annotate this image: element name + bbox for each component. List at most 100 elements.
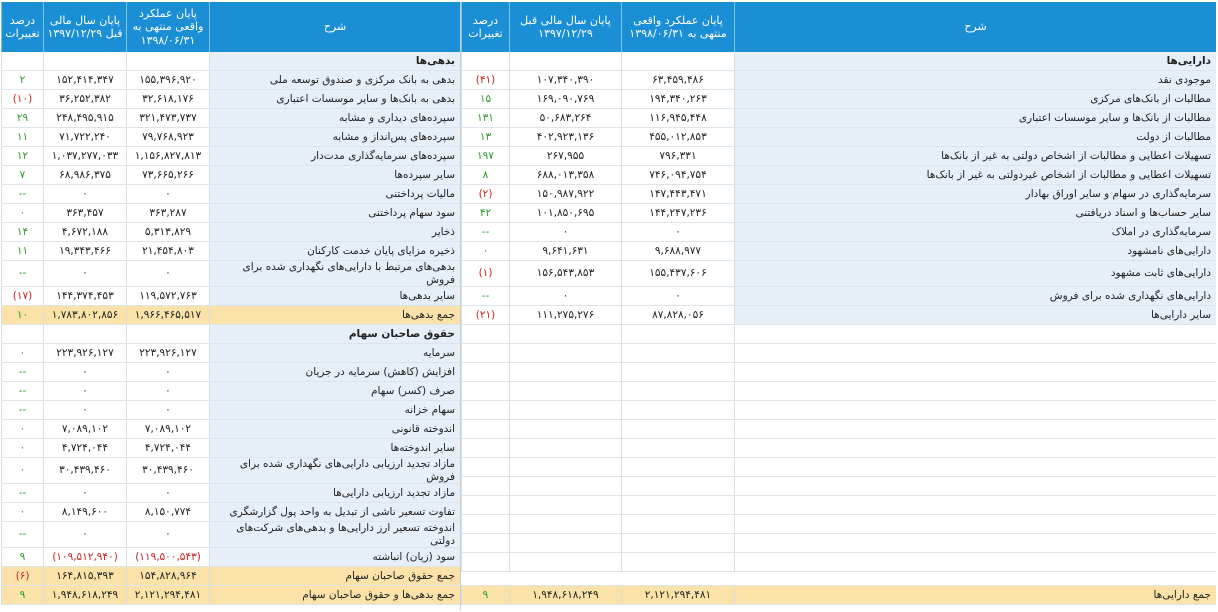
liabilities-row-pct <box>1 325 43 343</box>
empty-cell <box>621 553 734 571</box>
liabilities-row-pct <box>1 52 43 70</box>
table-row: اندوخته تسعیر ارز دارایی‌ها و بدهی‌های ش… <box>1 522 460 548</box>
assets-row-prev: ۱۵۰,۹۸۷,۹۲۲ <box>509 185 621 203</box>
assets-row-pct: ۸ <box>461 166 509 184</box>
liabilities-row-prev: ۰ <box>43 185 126 203</box>
empty-cell <box>461 553 509 571</box>
liabilities-row-pct: -- <box>1 261 43 286</box>
liabilities-row-pct: ۱۴ <box>1 223 43 241</box>
empty-cell <box>461 439 509 457</box>
empty-cell <box>621 496 734 514</box>
table-row: صرف (کسر) سهام ۰ ۰ -- <box>1 382 460 401</box>
liabilities-row-prev <box>43 52 126 70</box>
liabilities-row-pct: -- <box>1 401 43 419</box>
liabilities-row-pct: -- <box>1 185 43 203</box>
liabilities-row-desc: سایر اندوخته‌ها <box>209 439 460 457</box>
assets-row-desc: مطالبات از دولت <box>734 128 1216 146</box>
empty-cell <box>509 401 621 419</box>
empty-row <box>461 477 1216 496</box>
liabilities-current-header: پایان عملکرد واقعی منتهی به ۱۳۹۸/۰۶/۳۱ <box>126 2 209 52</box>
empty-cell <box>621 401 734 419</box>
liabilities-row-prev: ۰ <box>43 401 126 419</box>
table-row: ذخایر ۵,۳۱۳,۸۲۹ ۴,۶۷۲,۱۸۸ ۱۴ <box>1 223 460 242</box>
assets-row-current: ۸۷,۸۲۸,۰۵۶ <box>621 306 734 324</box>
assets-row-prev: ۰ <box>509 287 621 305</box>
liabilities-row-current: ۰ <box>126 261 209 286</box>
assets-row-current: ۶۳,۴۵۹,۴۸۶ <box>621 71 734 89</box>
liabilities-row-pct: ۱۰ <box>1 306 43 324</box>
assets-row-desc: جمع دارایی‌ها <box>734 586 1216 604</box>
table-row: موجودی نقد ۶۳,۴۵۹,۴۸۶ ۱۰۷,۳۴۰,۳۹۰ (۴۱) <box>461 71 1216 90</box>
table-row: سود سهام پرداختنی ۳۶۳,۲۸۷ ۳۶۳,۴۵۷ ۰ <box>1 204 460 223</box>
liabilities-row-desc: سود (زیان) انباشته <box>209 548 460 566</box>
liabilities-row-current: ۰ <box>126 363 209 381</box>
empty-row <box>461 420 1216 439</box>
empty-cell <box>734 458 1216 476</box>
liabilities-row-pct: ۰ <box>1 344 43 362</box>
assets-row-desc: تسهیلات اعطایی و مطالبات از اشخاص دولتی … <box>734 147 1216 165</box>
liabilities-row-current: ۰ <box>126 401 209 419</box>
liabilities-row-pct: ۰ <box>1 420 43 438</box>
assets-row-pct <box>461 52 509 70</box>
table-row: سایر اندوخته‌ها ۴,۷۲۴,۰۴۴ ۴,۷۲۴,۰۴۴ ۰ <box>1 439 460 458</box>
liabilities-row-current: ۷۳,۶۶۵,۲۶۶ <box>126 166 209 184</box>
liabilities-row-prev: ۰ <box>43 484 126 502</box>
empty-row <box>461 401 1216 420</box>
table-row: دارایی‌های نگهداری شده برای فروش ۰ ۰ -- <box>461 287 1216 306</box>
liabilities-row-current: ۱۵۴,۸۲۸,۹۶۴ <box>126 567 209 585</box>
liabilities-header-row: شرح پایان عملکرد واقعی منتهی به ۱۳۹۸/۰۶/… <box>1 2 460 52</box>
table-row: مطالبات از بانک‌های مرکزی ۱۹۴,۳۴۰,۲۶۳ ۱۶۹,… <box>461 90 1216 109</box>
assets-panel: شرح پایان عملکرد واقعی منتهی به ۱۳۹۸/۰۶/… <box>460 2 1216 610</box>
liabilities-row-current: ۰ <box>126 484 209 502</box>
liabilities-row-pct: -- <box>1 363 43 381</box>
liabilities-row-current: (۱۱۹,۵۰۰,۵۴۳) <box>126 548 209 566</box>
empty-cell <box>461 496 509 514</box>
assets-row-pct: ۱۹۷ <box>461 147 509 165</box>
table-row: سایر سپرده‌ها ۷۳,۶۶۵,۲۶۶ ۶۸,۹۸۶,۳۷۵ ۷ <box>1 166 460 185</box>
liabilities-row-desc: صرف (کسر) سهام <box>209 382 460 400</box>
liabilities-row-pct: ۰ <box>1 503 43 521</box>
liabilities-row-pct: ۷ <box>1 166 43 184</box>
liabilities-row-prev: ۰ <box>43 382 126 400</box>
liabilities-row-desc: اندوخته قانونی <box>209 420 460 438</box>
assets-desc-header: شرح <box>734 2 1216 52</box>
empty-row <box>461 439 1216 458</box>
assets-row-pct: -- <box>461 287 509 305</box>
liabilities-row-desc: مازاد تجدید ارزیابی دارایی‌های نگهداری ش… <box>209 458 460 483</box>
liabilities-row-desc: ذخایر <box>209 223 460 241</box>
liabilities-row-prev: ۱۵۲,۴۱۴,۳۴۷ <box>43 71 126 89</box>
empty-cell <box>734 401 1216 419</box>
empty-cell <box>509 458 621 476</box>
liabilities-row-pct: ۲۹ <box>1 109 43 127</box>
liabilities-row-prev: (۱۰۹,۵۱۲,۹۴۰) <box>43 548 126 566</box>
liabilities-row-desc: سپرده‌های دیداری و مشابه <box>209 109 460 127</box>
liabilities-row-current: ۷۹,۷۶۸,۹۲۳ <box>126 128 209 146</box>
empty-cell <box>509 325 621 343</box>
assets-current-header: پایان عملکرد واقعی منتهی به ۱۳۹۸/۰۶/۳۱ <box>621 2 734 52</box>
assets-row-desc: مطالبات از بانک‌ها و سایر موسسات اعتباری <box>734 109 1216 127</box>
section-row: حقوق صاحبان سهام <box>1 325 460 344</box>
empty-cell <box>461 458 509 476</box>
assets-row-desc: مطالبات از بانک‌های مرکزی <box>734 90 1216 108</box>
liabilities-row-prev: ۷۱,۷۲۲,۲۴۰ <box>43 128 126 146</box>
liabilities-row-desc: سپرده‌های سرمایه‌گذاری مدت‌دار <box>209 147 460 165</box>
empty-cell <box>461 477 509 495</box>
assets-row-desc: موجودی نقد <box>734 71 1216 89</box>
table-row: سایر بدهی‌ها ۱۱۹,۵۷۲,۷۶۳ ۱۴۴,۳۷۴,۴۵۳ (۱۷) <box>1 287 460 306</box>
table-row: مازاد تجدید ارزیابی دارایی‌های نگهداری ش… <box>1 458 460 484</box>
empty-cell <box>461 363 509 381</box>
assets-row-desc: سرمایه‌گذاری در سهام و سایر اوراق بهادار <box>734 185 1216 203</box>
total-row: جمع حقوق صاحبان سهام ۱۵۴,۸۲۸,۹۶۴ ۱۶۴,۸۱۵,۳… <box>1 567 460 586</box>
liabilities-row-current: ۱۱۹,۵۷۲,۷۶۳ <box>126 287 209 305</box>
assets-row-current <box>621 52 734 70</box>
assets-row-desc: دارایی‌های ثابت مشهود <box>734 261 1216 286</box>
assets-row-desc: سرمایه‌گذاری در املاک <box>734 223 1216 241</box>
liabilities-row-desc: مالیات پرداختنی <box>209 185 460 203</box>
empty-cell <box>509 344 621 362</box>
table-row: تسهیلات اعطایی و مطالبات از اشخاص دولتی … <box>461 147 1216 166</box>
empty-cell <box>621 344 734 362</box>
assets-row-current: ۷۹۶,۳۳۱ <box>621 147 734 165</box>
liabilities-row-current: ۱,۱۵۶,۸۲۷,۸۱۳ <box>126 147 209 165</box>
assets-row-current: ۱۵۵,۴۳۷,۶۰۶ <box>621 261 734 286</box>
